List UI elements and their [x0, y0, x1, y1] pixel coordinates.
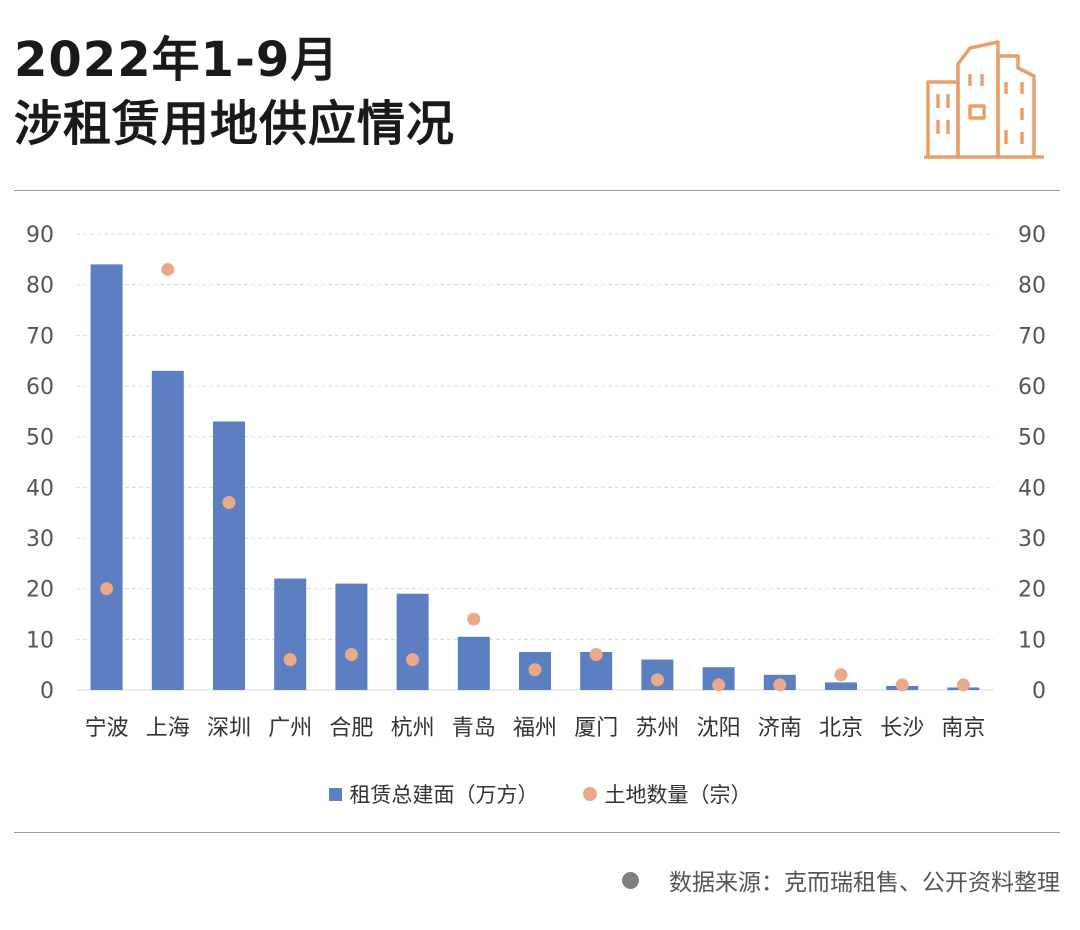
chart-legend: 租赁总建面（万方） 土地数量（宗）: [0, 777, 1080, 811]
y-tick-right: 40: [1018, 476, 1046, 501]
bar: [396, 593, 429, 690]
y-axis-right: 0 10 20 30 40 50 60 70 80 90: [1018, 223, 1046, 704]
x-tick-label: 上海: [146, 716, 190, 741]
page-title-line1: 2022年1-9月: [14, 32, 340, 88]
y-tick-left: 50: [26, 426, 54, 451]
bullet-icon: [622, 871, 639, 889]
bar: [457, 636, 490, 690]
y-tick-right: 70: [1018, 324, 1046, 349]
bar: [151, 370, 184, 690]
x-tick-label: 宁波: [85, 716, 129, 741]
x-tick-label: 南京: [941, 716, 985, 741]
x-tick-label: 杭州: [391, 716, 435, 741]
data-point: [406, 653, 420, 667]
bars-layer: [90, 264, 980, 690]
data-point: [895, 678, 909, 692]
bottom-divider: [14, 832, 1060, 833]
data-point: [773, 678, 787, 692]
top-divider: [14, 190, 1060, 191]
y-tick-left: 90: [26, 223, 54, 248]
data-point: [344, 648, 358, 662]
source-note: 数据来源：克而瑞租售、公开资料整理: [622, 860, 1060, 900]
y-axis-left: 0 10 20 30 40 50 60 70 80 90: [26, 223, 54, 704]
y-tick-right: 30: [1018, 527, 1046, 552]
data-point: [589, 648, 603, 662]
y-tick-left: 60: [26, 375, 54, 400]
legend-dot-label: 土地数量（宗）: [604, 783, 752, 807]
legend-bar-swatch: [328, 787, 342, 801]
y-tick-left: 0: [40, 679, 54, 704]
y-tick-left: 40: [26, 476, 54, 501]
data-point: [650, 673, 664, 687]
title-block: 2022年1-9月 涉租赁用地供应情况: [14, 28, 714, 156]
data-point: [712, 678, 726, 692]
y-tick-right: 50: [1018, 426, 1046, 451]
x-tick-label: 北京: [819, 716, 863, 741]
data-point: [222, 496, 236, 510]
y-tick-right: 10: [1018, 628, 1046, 653]
legend-item-bar: 租赁总建面（万方）: [328, 779, 539, 809]
x-tick-label: 苏州: [635, 716, 679, 741]
legend-item-dot: 土地数量（宗）: [582, 779, 752, 809]
data-point: [956, 678, 970, 692]
x-tick-label: 沈阳: [697, 716, 741, 741]
y-tick-right: 80: [1018, 274, 1046, 299]
x-tick-label: 厦门: [574, 716, 618, 741]
y-tick-right: 90: [1018, 223, 1046, 248]
building-icon: [924, 40, 1044, 159]
x-axis: 宁波 上海 深圳 广州 合肥 杭州 青岛 福州 厦门 苏州 沈阳 济南 北京 长沙 南京: [85, 716, 986, 741]
y-tick-left: 70: [26, 324, 54, 349]
y-tick-left: 30: [26, 527, 54, 552]
x-tick-label: 深圳: [207, 716, 251, 741]
legend-bar-label: 租赁总建面（万方）: [349, 783, 539, 807]
bar: [213, 421, 245, 690]
source-text: 数据来源：克而瑞租售、公开资料整理: [669, 870, 1060, 896]
x-tick-label: 长沙: [880, 716, 924, 741]
data-point: [100, 582, 114, 596]
bar: [825, 682, 857, 690]
y-tick-left: 10: [26, 628, 54, 653]
x-tick-label: 合肥: [329, 716, 373, 741]
bar: [274, 578, 307, 690]
data-point: [834, 668, 848, 682]
x-tick-label: 青岛: [452, 716, 496, 741]
bar: [90, 264, 123, 690]
y-tick-right: 60: [1018, 375, 1046, 400]
y-tick-right: 0: [1032, 679, 1046, 704]
legend-dot-swatch: [582, 787, 597, 801]
x-tick-label: 济南: [758, 716, 802, 741]
bar: [335, 583, 368, 690]
x-tick-label: 广州: [268, 716, 312, 741]
y-tick-right: 20: [1018, 578, 1046, 603]
x-tick-label: 福州: [513, 716, 557, 741]
data-point: [528, 663, 542, 677]
page-title-line2: 涉租赁用地供应情况: [14, 96, 456, 152]
data-point: [467, 612, 481, 626]
dots-layer: [100, 262, 970, 692]
y-tick-left: 80: [26, 274, 54, 299]
y-tick-left: 20: [26, 578, 54, 603]
data-point: [161, 262, 175, 276]
data-point: [283, 653, 297, 667]
